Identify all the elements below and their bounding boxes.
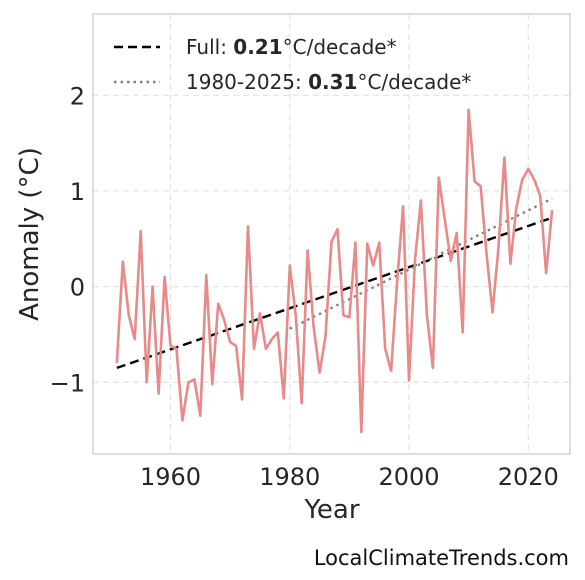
grid xyxy=(93,14,570,454)
y-tick-label: 0 xyxy=(70,274,85,302)
legend-full-suffix: °C/decade* xyxy=(283,35,397,59)
y-tick-labels: −1 0 1 2 xyxy=(50,82,85,397)
watermark: LocalClimateTrends.com xyxy=(313,546,569,570)
legend-entry-recent: 1980-2025: 0.31°C/decade* xyxy=(186,70,471,94)
series-lines xyxy=(115,108,554,434)
x-tick-label: 1980 xyxy=(259,463,320,491)
x-tick-label: 1960 xyxy=(140,463,201,491)
full-trend-line xyxy=(116,216,553,370)
y-tick-label: 1 xyxy=(70,178,85,206)
trend-lines xyxy=(116,197,553,370)
x-tick-label: 2000 xyxy=(378,463,439,491)
x-axis-label: Year xyxy=(303,495,359,525)
legend-full-value: 0.21 xyxy=(233,35,282,59)
y-tick-label: −1 xyxy=(50,369,85,397)
legend-recent-suffix: °C/decade* xyxy=(357,70,471,94)
anomaly-series-line xyxy=(115,108,554,434)
legend-recent-prefix: 1980-2025: xyxy=(186,70,308,94)
x-tick-labels: 1960 1980 2000 2020 xyxy=(140,463,559,491)
y-tick-label: 2 xyxy=(70,82,85,110)
y-axis-label: Anomaly (°C) xyxy=(15,147,45,321)
x-tick-label: 2020 xyxy=(498,463,559,491)
legend-full-prefix: Full: xyxy=(186,35,233,59)
plot-frame xyxy=(92,13,571,455)
legend-recent-value: 0.31 xyxy=(308,70,357,94)
legend-entry-full: Full: 0.21°C/decade* xyxy=(186,35,397,59)
legend: Full: 0.21°C/decade* 1980-2025: 0.31°C/d… xyxy=(114,35,471,94)
